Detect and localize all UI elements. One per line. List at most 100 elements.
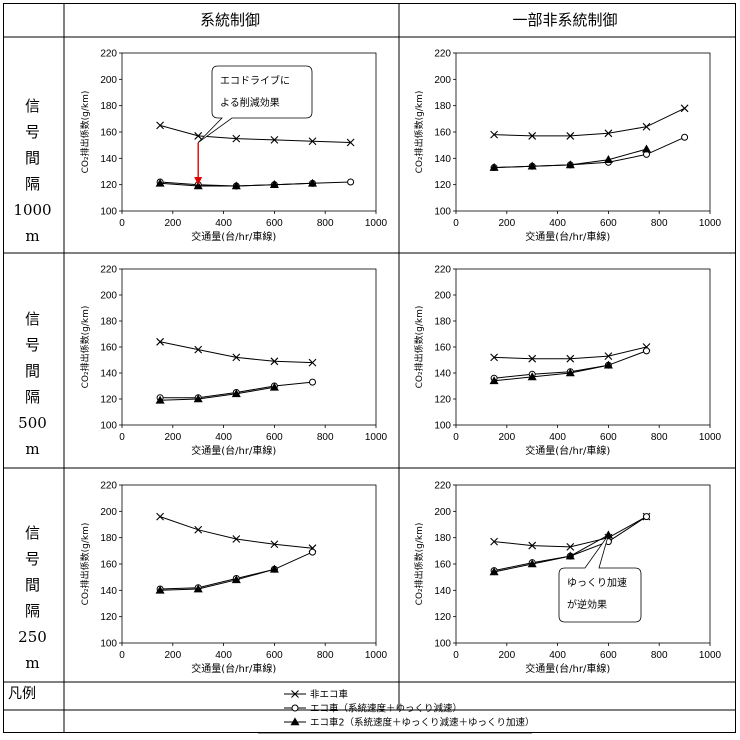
annotation-callout [558,534,642,623]
y-tick-label: 220 [434,481,451,492]
x-tick-label: 200 [498,432,515,443]
plot-area [455,52,711,212]
y-tick-label: 160 [434,343,451,354]
legend-entry: エコ車（系統速度＋ゆっくり減速） [310,703,462,715]
row-label-number: 500 [18,414,47,432]
data-point-x-marker [528,541,537,550]
y-axis-label: CO₂排出係数(g/km) [79,306,91,389]
y-tick-label: 140 [434,154,451,165]
x-tick-label: 200 [164,218,181,229]
data-point-x-marker [291,690,299,698]
column-header-partial-control: 一部非系統制御 [512,11,618,29]
data-point-circle-marker [309,548,316,556]
x-tick-label: 800 [651,218,668,229]
y-tick-label: 100 [100,421,117,432]
y-tick-label: 220 [434,265,451,276]
data-point-circle-marker [347,178,355,186]
y-tick-label: 160 [100,560,117,571]
y-axis-label: CO₂排出係数(g/km) [413,523,425,606]
x-tick-label: 200 [164,650,181,661]
data-point-x-marker [308,358,317,367]
data-point-x-marker [156,121,164,130]
y-tick-label: 100 [100,639,117,650]
series-line [160,386,275,401]
data-point-x-marker [194,345,203,354]
x-tick-label: 400 [549,432,566,443]
annotation-text: ゆっくり加速 [567,577,627,589]
chart-c1000_part: 100 120 140 160 180 200 220 0 200 400 600 800 1000 交通… [413,49,722,244]
x-tick-label: 800 [317,432,334,443]
data-point-triangle-marker [231,575,241,584]
y-axis-label: CO₂排出係数(g/km) [413,91,425,174]
chart-c500_part: 100 120 140 160 180 200 220 0 200 400 600 800 1000 交通… [413,265,722,458]
y-tick-label: 120 [100,395,117,406]
series-line [494,364,609,382]
series-triangle [489,360,613,385]
row-label-char: 隔 [24,602,40,620]
y-tick-label: 120 [100,180,117,191]
data-point-triangle-marker [565,551,575,560]
x-tick-label: 1000 [699,650,722,661]
series-line [160,568,275,591]
row-label-char: 号 [24,123,40,141]
data-point-x-marker [270,540,279,549]
row-label-char: 信 [24,524,40,542]
x-tick-label: 400 [549,650,566,661]
x-tick-label: 600 [600,650,617,661]
y-tick-label: 120 [100,612,117,623]
x-tick-label: 800 [651,432,668,443]
chart-c1000_sys: 100 120 140 160 180 200 220 0 200 400 600 800 1000 交通… [79,49,388,244]
annotation-text: エコドライブに [220,74,290,87]
data-point-triangle-marker [155,178,165,187]
data-point-x-marker [156,512,164,521]
x-axis-label: 交通量(台/hr/車線) [525,662,610,675]
series-triangle [489,530,613,576]
x-tick-label: 1000 [365,218,388,229]
x-tick-label: 800 [651,650,668,661]
x-tick-label: 600 [600,218,617,229]
series-x [490,343,651,363]
y-tick-label: 180 [434,533,451,544]
series-x [156,337,317,367]
y-tick-label: 220 [434,49,451,60]
series-triangle [489,144,652,171]
y-axis-label: CO₂排出係数(g/km) [79,523,91,606]
plot-area [455,268,711,426]
row-label-char: 隔 [24,388,40,406]
y-tick-label: 180 [434,101,451,112]
x-tick-label: 0 [119,432,125,443]
x-tick-label: 1000 [365,432,388,443]
annotation-callout [197,65,313,143]
series-x [490,104,689,140]
data-point-circle-marker [643,513,650,521]
data-point-triangle-marker [489,376,499,385]
data-point-triangle-marker [641,144,652,153]
series-line [494,107,685,137]
plot-area [121,268,377,426]
data-point-x-marker [346,138,355,147]
y-tick-label: 220 [100,265,117,276]
data-point-x-marker [194,525,203,534]
x-tick-label: 600 [266,432,283,443]
data-point-x-marker [604,129,613,138]
y-tick-label: 200 [100,291,117,302]
data-point-circle-marker [681,133,689,141]
plot-area [121,484,377,644]
legend-heading: 凡例 [8,686,36,702]
data-point-x-marker [308,137,317,146]
row-label-char: 間 [24,149,40,167]
x-axis-label: 交通量(台/hr/車線) [191,662,276,675]
data-point-x-marker [194,132,203,140]
x-tick-label: 0 [119,650,125,661]
data-point-circle-marker [309,378,316,386]
data-point-x-marker [232,353,241,362]
data-point-triangle-marker [193,584,203,593]
row-label-number: 250 [18,628,47,646]
legend-entry: 非エコ車 [310,689,349,701]
data-point-triangle-marker [155,395,165,404]
data-point-x-marker [156,337,164,346]
data-point-triangle-marker [527,161,537,170]
row-label-char: 間 [24,362,40,380]
